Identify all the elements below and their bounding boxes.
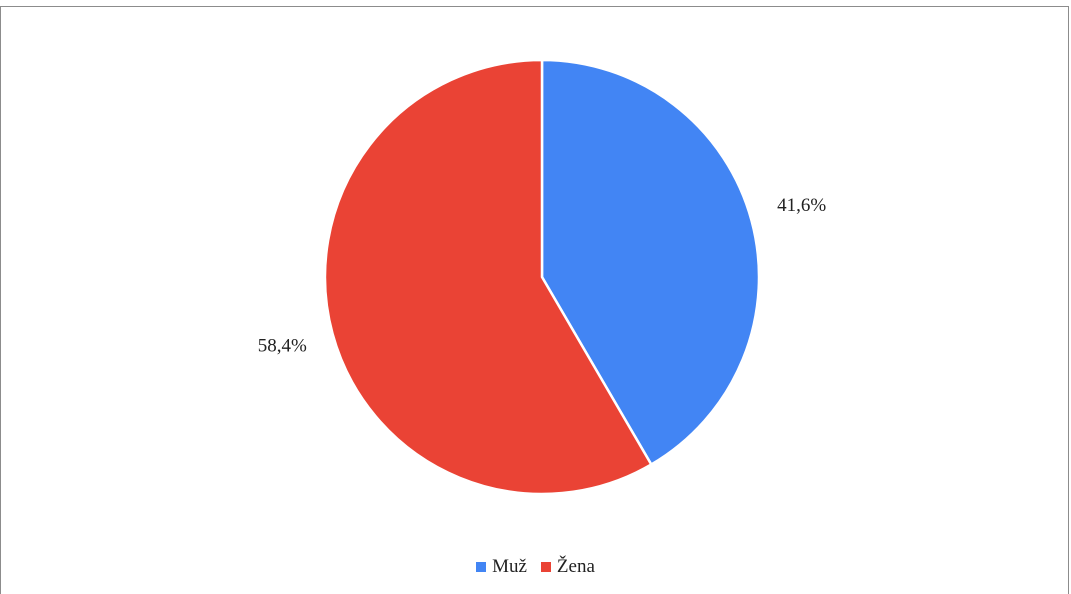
pie-slice-zena[interactable]	[323, 58, 653, 496]
data-label-zena: 58,4%	[258, 336, 307, 357]
pie-data-labels: 41,6% 58,4%	[258, 195, 827, 356]
legend-item-zena[interactable]: Žena	[540, 556, 595, 578]
data-label-muz: 41,6%	[777, 195, 826, 216]
legend-label-muz: Muž	[492, 556, 527, 577]
pie-slice-muz[interactable]	[540, 58, 761, 466]
pie-slices	[323, 58, 761, 496]
legend-item-muz[interactable]: Muž	[476, 556, 527, 578]
legend: Muž Žena	[0, 556, 1071, 578]
legend-label-zena: Žena	[556, 556, 595, 577]
legend-swatch-muz	[476, 562, 487, 572]
legend-swatch-zena	[540, 562, 551, 572]
